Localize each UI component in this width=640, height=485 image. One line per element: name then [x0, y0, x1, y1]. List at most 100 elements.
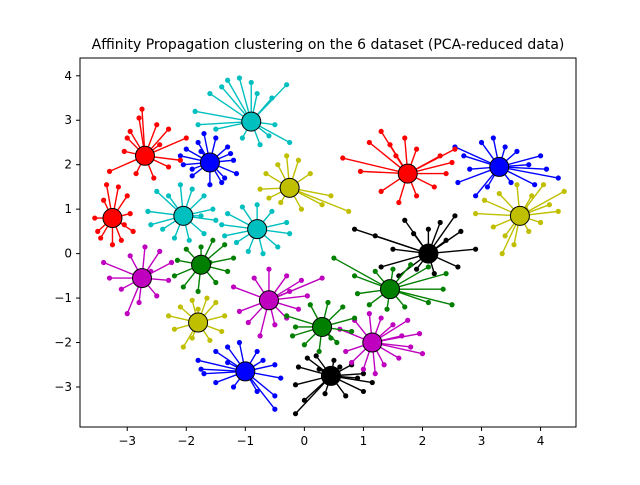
cluster-4-point-9 [109, 242, 116, 248]
cluster-3-point-12 [157, 142, 163, 148]
cluster-1 [452, 135, 561, 199]
cluster-8-point-0 [219, 222, 225, 228]
cluster-4-point-10 [98, 235, 104, 241]
cluster-14-point-4 [136, 299, 142, 306]
cluster-17-point-4 [225, 268, 231, 274]
cluster-9-point-2 [275, 162, 281, 168]
cluster-13-point-2 [304, 355, 310, 361]
cluster-5-point-8 [449, 159, 455, 166]
cluster-7-point-3 [177, 182, 183, 188]
cluster-18-center [380, 279, 400, 300]
cluster-15-point-1 [236, 308, 243, 315]
cluster-1-point-6 [514, 148, 520, 154]
cluster-11-point-9 [189, 297, 195, 303]
cluster-12-center [418, 243, 439, 264]
y-tick-label-5: 2 [64, 158, 72, 172]
cluster-3-point-2 [136, 115, 142, 121]
y-tick-label-2: −1 [54, 291, 72, 305]
cluster-13 [292, 353, 375, 417]
cluster-12-point-3 [378, 264, 384, 270]
cluster-10-point-11 [529, 193, 535, 199]
cluster-9-point-4 [295, 157, 302, 163]
cluster-17-point-2 [195, 288, 201, 295]
cluster-0-point-8 [233, 170, 240, 177]
cluster-10-point-10 [540, 182, 547, 188]
cluster-4-point-2 [101, 197, 107, 203]
cluster-0-point-3 [195, 139, 201, 146]
cluster-15-point-7 [304, 293, 310, 299]
cluster-5-center [397, 163, 418, 184]
cluster-0-point-6 [225, 144, 231, 150]
cluster-10-point-13 [496, 190, 502, 197]
cluster-2-point-2 [213, 348, 219, 355]
cluster-18-point-1 [351, 273, 358, 279]
cluster-16-point-5 [381, 362, 387, 368]
cluster-6-point-14 [239, 135, 245, 141]
cluster-18-point-13 [449, 302, 455, 308]
cluster-7-point-13 [198, 213, 204, 219]
cluster-13-point-1 [295, 364, 302, 370]
cluster-12-point-12 [425, 226, 431, 232]
cluster-0-point-2 [189, 173, 195, 179]
cluster-13-point-3 [313, 353, 319, 359]
cluster-10 [473, 182, 567, 257]
cluster-0-point-1 [183, 146, 189, 152]
cluster-11 [165, 295, 228, 350]
cluster-17-point-3 [213, 279, 219, 286]
cluster-4-center [102, 208, 123, 229]
cluster-6-point-4 [225, 77, 231, 83]
cluster-3-point-4 [154, 122, 160, 128]
cluster-2-point-0 [195, 357, 201, 363]
cluster-8-point-11 [222, 233, 228, 239]
cluster-5-point-10 [431, 184, 437, 190]
cluster-6 [192, 75, 293, 148]
cluster-0-point-12 [180, 162, 186, 168]
cluster-6-point-8 [269, 95, 275, 101]
cluster-4-point-0 [92, 215, 98, 221]
cluster-12-point-8 [473, 246, 479, 252]
cluster-16-point-2 [349, 359, 355, 366]
cluster-12-point-5 [413, 266, 420, 272]
cluster-7-point-8 [201, 231, 207, 237]
cluster-7-point-4 [189, 186, 195, 192]
cluster-17-point-6 [222, 242, 228, 248]
cluster-4-point-6 [127, 211, 133, 217]
cluster-8-point-10 [233, 239, 240, 246]
cluster-1-point-10 [532, 182, 538, 188]
cluster-0-point-13 [227, 150, 234, 157]
cluster-0-point-15 [198, 148, 204, 154]
cluster-14-point-8 [157, 248, 163, 254]
cluster-15-point-8 [319, 275, 325, 281]
cluster-6-point-10 [272, 122, 278, 128]
x-tick-label-0: −3 [118, 434, 136, 448]
cluster-17-center [191, 254, 212, 275]
cluster-1-point-12 [478, 139, 485, 146]
cluster-1-point-5 [502, 144, 508, 150]
cluster-1-point-1 [461, 153, 467, 159]
cluster-3-point-13 [127, 128, 133, 134]
cluster-2-point-11 [230, 384, 237, 390]
x-tick-label-7: 4 [537, 434, 545, 448]
cluster-marks [92, 75, 567, 417]
cluster-8-point-7 [275, 244, 281, 250]
cluster-0-point-10 [207, 182, 213, 188]
cluster-16-point-10 [390, 322, 396, 328]
cluster-0-point-9 [219, 179, 225, 186]
cluster-6-point-13 [287, 139, 293, 146]
cluster-14-point-10 [127, 253, 133, 259]
cluster-1-point-15 [537, 153, 544, 159]
cluster-5-point-2 [366, 139, 372, 146]
cluster-18-point-11 [390, 266, 396, 272]
cluster-9-point-0 [257, 186, 263, 192]
cluster-1-point-9 [555, 175, 561, 181]
cluster-11-point-1 [171, 326, 178, 332]
cluster-0-point-14 [222, 175, 228, 181]
cluster-12-point-14 [402, 217, 408, 223]
cluster-6-point-7 [254, 90, 260, 97]
cluster-12-point-1 [372, 233, 378, 239]
cluster-6-center [241, 111, 262, 132]
cluster-4-point-3 [103, 182, 110, 188]
cluster-13-point-14 [354, 375, 361, 381]
cluster-17-point-0 [171, 273, 178, 279]
cluster-10-point-3 [502, 233, 508, 239]
